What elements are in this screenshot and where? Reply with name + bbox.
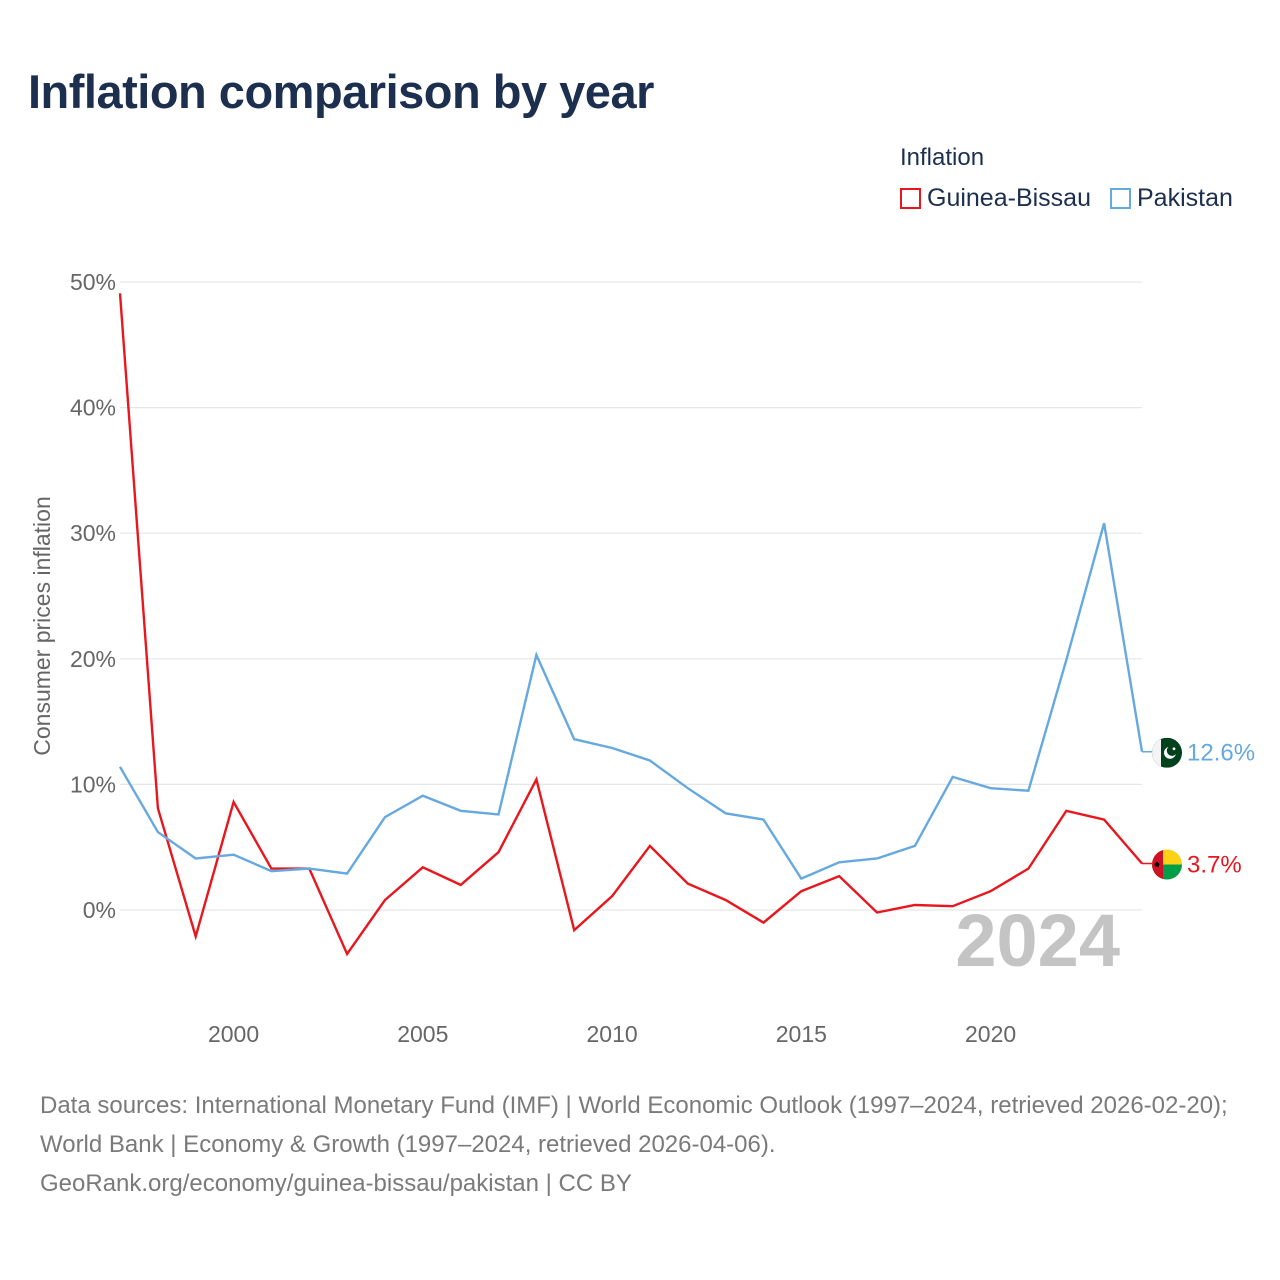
x-tick-label: 2010 [586, 1021, 637, 1047]
guinea-bissau-flag-icon [1152, 849, 1182, 880]
data-sources: Data sources: International Monetary Fun… [40, 1092, 1228, 1158]
y-tick-label: 10% [70, 771, 116, 797]
legend-item-guinea-bissau[interactable]: Guinea-Bissau [900, 184, 1091, 213]
y-axis-label: Consumer prices inflation [29, 496, 55, 756]
legend-label-guinea-bissau: Guinea-Bissau [927, 184, 1091, 212]
legend-title: Inflation [900, 144, 985, 171]
legend-swatch-pakistan [1109, 188, 1131, 209]
legend-label-pakistan: Pakistan [1136, 184, 1233, 212]
line-chart: 0% 10% 20% 30% 40% 50% 2000 2005 2010 2015 2020 Con… [29, 269, 1255, 1047]
y-tick-label: 0% [83, 897, 116, 923]
x-tick-label: 2005 [397, 1021, 448, 1047]
legend-item-pakistan[interactable]: Pakistan [1109, 184, 1233, 213]
end-value-label: 3.7% [1187, 852, 1242, 879]
pakistan-flag-icon [1152, 737, 1182, 768]
attribution: GeoRank.org/economy/guinea-bissau/pakist… [40, 1170, 632, 1197]
x-tick-label: 2000 [208, 1021, 259, 1047]
x-tick-label: 2020 [965, 1021, 1016, 1047]
y-tick-label: 20% [70, 646, 116, 672]
chart-title: Inflation comparison by year [28, 65, 654, 118]
legend-swatch-guinea-bissau [900, 188, 921, 209]
x-tick-label: 2015 [776, 1021, 827, 1047]
y-tick-label: 30% [70, 520, 116, 546]
year-watermark: 2024 [955, 899, 1120, 982]
y-tick-label: 50% [70, 269, 116, 295]
y-tick-label: 40% [70, 395, 116, 421]
legend: Guinea-Bissau Pakistan [900, 184, 1252, 213]
end-value-label: 12.6% [1187, 740, 1255, 767]
footer: Data sources: International Monetary Fun… [40, 1086, 1250, 1203]
series-line-pakistan [118, 522, 1144, 881]
series-line-guinea-bissau [118, 293, 1143, 957]
